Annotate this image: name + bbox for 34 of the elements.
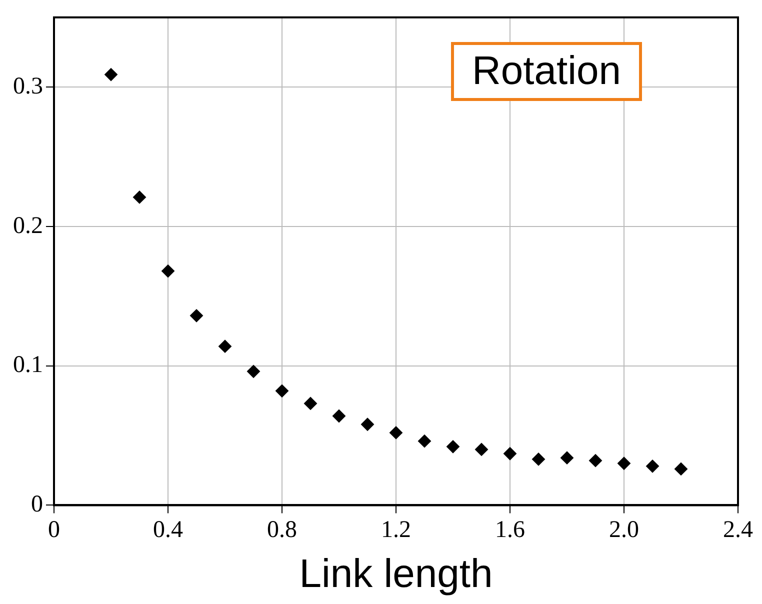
y-tick-label: 0.3: [13, 73, 43, 100]
point: [332, 410, 346, 423]
point: [532, 452, 545, 466]
x-tick-label: 0.8: [267, 516, 297, 543]
point: [390, 426, 402, 440]
y-tick-label: 0: [31, 491, 43, 518]
annotation: Rotation: [451, 42, 642, 101]
point: [504, 447, 516, 460]
x-tick-label: 1.6: [495, 516, 525, 543]
x-tick-label: 2.0: [609, 516, 639, 543]
point: [589, 454, 602, 468]
x-tick-label: 2.4: [723, 516, 753, 543]
x-tick-label: 1.2: [381, 516, 411, 543]
point: [218, 340, 232, 353]
point: [618, 456, 630, 470]
point: [446, 440, 460, 454]
x-axis-title: Link length: [299, 552, 493, 596]
point: [418, 434, 431, 448]
point: [560, 451, 574, 464]
point: [133, 190, 146, 204]
point: [190, 309, 203, 322]
point: [104, 68, 118, 82]
point: [276, 384, 288, 398]
point: [674, 462, 688, 476]
point: [361, 418, 374, 431]
point: [162, 264, 174, 278]
point: [247, 364, 260, 378]
y-tick-label: 0.2: [13, 212, 43, 239]
y-tick-label: 0.1: [13, 352, 43, 378]
point: [475, 442, 488, 456]
point: [304, 396, 317, 410]
x-tick-label: 0: [48, 516, 60, 543]
x-tick-label: 0.4: [153, 516, 183, 543]
point: [646, 460, 659, 473]
